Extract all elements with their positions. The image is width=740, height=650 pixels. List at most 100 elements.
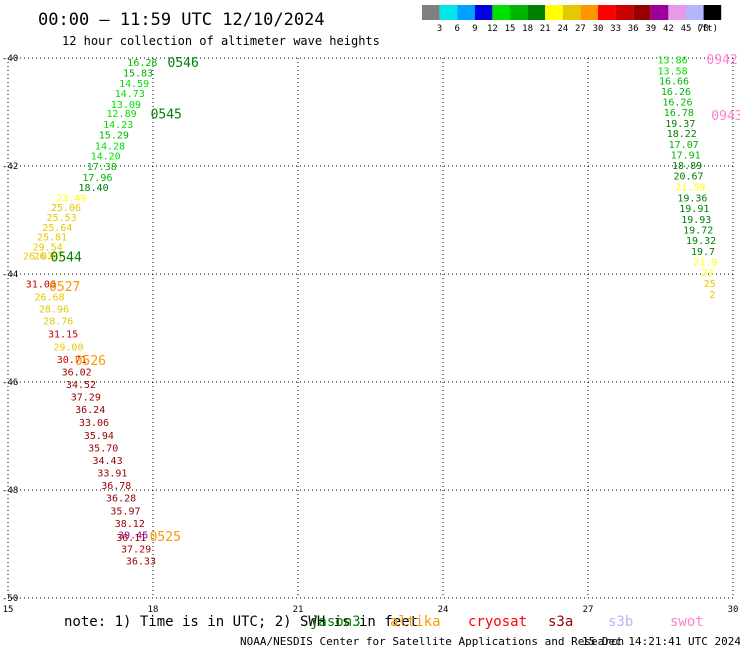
wave-height-value: 16.26 xyxy=(662,98,692,109)
satellite-legend: jason3 altika cryosat s3a s3b swot xyxy=(310,614,704,630)
wave-height-value: 16.66 xyxy=(659,77,689,88)
x-tick-label: 24 xyxy=(438,605,449,615)
wave-height-value: 23 xyxy=(701,268,713,279)
y-tick-label: -42 xyxy=(2,162,18,172)
colorbar-label: 30 xyxy=(593,24,604,34)
wave-height-value: 33.91 xyxy=(97,469,127,480)
wave-height-value: 14.20 xyxy=(91,152,121,163)
wave-height-value: 18.89 xyxy=(672,161,702,172)
wave-height-value: 30.71 xyxy=(57,355,87,366)
colorbar-swatch xyxy=(650,5,669,20)
data-points: 16.2815.8314.5914.7313.0912.8914.2315.29… xyxy=(23,56,718,568)
legend-entry: jason3 xyxy=(310,614,361,630)
colorbar-swatch xyxy=(422,5,440,20)
colorbar-swatch xyxy=(527,5,546,20)
colorbar-swatch xyxy=(439,5,458,20)
wave-height-value: 15.29 xyxy=(99,131,129,142)
wave-height-value: 17.38 xyxy=(87,162,117,173)
colorbar-swatch xyxy=(492,5,510,20)
colorbar-label: 42 xyxy=(663,24,674,34)
wave-height-value: 25.81 xyxy=(37,233,67,244)
colorbar-label: 3 xyxy=(437,24,442,34)
wave-height-value: 17.91 xyxy=(671,151,701,162)
pass-time-label: 0943 xyxy=(711,109,740,124)
legend-entry: altika xyxy=(390,614,441,630)
colorbar-swatch xyxy=(598,5,616,20)
x-tick-label: 30 xyxy=(728,605,739,615)
wave-height-value: 16.26 xyxy=(661,87,691,98)
wave-height-value: 34.52 xyxy=(66,380,96,391)
colorbar-swatch xyxy=(580,5,598,20)
pass-time-label: 0526 xyxy=(75,354,106,369)
wave-height-value: 21.59 xyxy=(675,183,705,194)
x-tick-label: 21 xyxy=(293,605,304,615)
wave-height-value: 31.06 xyxy=(26,280,56,291)
wave-height-value: 36.28 xyxy=(106,494,136,505)
colorbar-label: 21 xyxy=(540,24,551,34)
colorbar-label: (ft) xyxy=(696,24,718,34)
pass-time-label: 0546 xyxy=(168,56,199,71)
plot-grid xyxy=(7,57,734,599)
colorbar-swatch xyxy=(474,5,493,20)
wave-height-value: 26.07 xyxy=(23,252,53,263)
wave-height-value: 26.68 xyxy=(35,293,65,304)
wave-height-value: 14.28 xyxy=(95,141,125,152)
wave-height-value: 33.06 xyxy=(79,418,109,429)
legend-entry: s3a xyxy=(548,614,573,630)
colorbar-swatch xyxy=(668,5,686,20)
y-tick-label: -48 xyxy=(2,486,18,496)
wave-height-value: 14.23 xyxy=(103,120,133,131)
colorbar-swatch xyxy=(510,5,528,20)
y-tick-label: -46 xyxy=(2,378,18,388)
colorbar-label: 9 xyxy=(472,24,477,34)
x-tick-label: 18 xyxy=(148,605,159,615)
wave-height-value: 19.91 xyxy=(679,204,709,215)
colorbar-swatch xyxy=(615,5,634,20)
wave-height-value: 35.94 xyxy=(84,431,114,442)
colorbar-label: 36 xyxy=(628,24,639,34)
wave-height-value: 2 xyxy=(709,290,715,301)
y-tick-label: -50 xyxy=(2,594,18,604)
wave-height-value: 28.96 xyxy=(39,305,69,316)
wave-height-value: 19.37 xyxy=(665,119,695,130)
wave-height-value: 36.11 xyxy=(116,533,146,544)
colorbar-label: 27 xyxy=(575,24,586,34)
wave-height-value: 21.9 xyxy=(693,258,717,269)
axis-ticks: 15 18 21 24 27 30 -40 -42 -44 -46 -48 -50 xyxy=(2,54,738,615)
colorbar-swatch xyxy=(545,5,563,20)
credit-text: NOAA/NESDIS Center for Satellite Applica… xyxy=(240,635,624,648)
wave-height-value: 25.53 xyxy=(47,213,77,224)
legend-entry: s3b xyxy=(608,614,633,630)
pass-time-label: 0942 xyxy=(706,53,737,68)
colorbar-swatch xyxy=(633,5,651,20)
pass-time-label: 0527 xyxy=(49,280,80,295)
colorbar-swatch xyxy=(703,5,722,20)
wave-height-value: 37.29 xyxy=(121,544,151,555)
wave-height-value: 19.32 xyxy=(686,236,716,247)
colorbar-label: 33 xyxy=(610,24,621,34)
wave-height-value: 36.02 xyxy=(62,368,92,379)
y-tick-label: -44 xyxy=(2,270,18,280)
wave-height-value: 19.36 xyxy=(677,193,707,204)
colorbar-label: 39 xyxy=(645,24,656,34)
wave-height-value: 19.93 xyxy=(681,215,711,226)
pass-time-label: 0525 xyxy=(150,530,181,545)
pass-time-label: 0544 xyxy=(51,251,82,266)
wave-height-value: 29.00 xyxy=(53,342,83,353)
colorbar-label: 12 xyxy=(487,24,498,34)
wave-height-value: 31.15 xyxy=(48,329,78,340)
time-labels: 0546 0545 0544 0527 0526 0525 0942 0943 xyxy=(49,53,740,545)
wave-height-value: 25.06 xyxy=(51,203,81,214)
wave-height-value: 12.89 xyxy=(107,109,137,120)
colorbar-label: 45 xyxy=(681,24,692,34)
wave-height-value: 20.67 xyxy=(673,172,703,183)
wave-height-value: 34.43 xyxy=(93,456,123,467)
chart-title: 00:00 — 11:59 UTC 12/10/2024 xyxy=(38,10,325,30)
wave-height-value: 13.58 xyxy=(658,66,688,77)
wave-height-value: 18.40 xyxy=(78,183,108,194)
wave-height-value: 29.54 xyxy=(33,242,63,253)
wave-height-value: 13.09 xyxy=(111,100,141,111)
wave-height-value: 19.7 xyxy=(691,247,715,258)
wave-height-value: 14.59 xyxy=(119,79,149,90)
